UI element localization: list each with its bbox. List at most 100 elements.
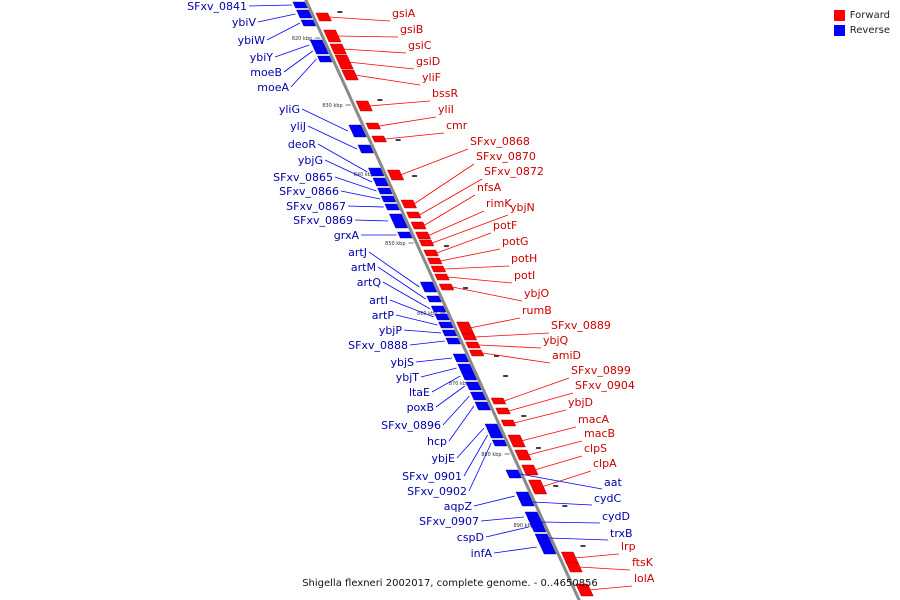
legend-forward: Forward: [833, 8, 890, 23]
forward-gene-leader: [503, 377, 570, 402]
gene-label-sfxv-0901: SFxv_0901: [402, 470, 462, 483]
gene-label-gsia: gsiA: [392, 7, 416, 20]
reverse-gene-leader: [368, 251, 420, 288]
reverse-gene-leader: [435, 385, 466, 408]
reverse-gene-leader: [389, 299, 435, 318]
reverse-gene-leader: [468, 442, 492, 492]
gene-label-lola: lolA: [634, 572, 655, 585]
gene-label-artq: artQ: [357, 276, 382, 289]
forward-gene-leader: [378, 116, 437, 127]
forward-gene-block: [528, 479, 548, 495]
gene-label-macb: macB: [584, 427, 615, 440]
reverse-gene-leader: [340, 190, 381, 200]
forward-gene-block: [521, 464, 539, 476]
reverse-gene-block: [368, 167, 385, 177]
forward-gene-block: [355, 100, 373, 112]
gene-label-ybjp: ybjP: [379, 324, 403, 337]
forward-gene-leader: [534, 455, 583, 471]
forward-gene-leader: [588, 585, 633, 591]
gene-label-ybjq: ybjQ: [543, 334, 569, 347]
gene-label-lrp: lrp: [621, 540, 636, 553]
forward-gene-leader: [474, 332, 550, 338]
forward-gene-block: [438, 283, 455, 291]
gene-label-artj: artJ: [348, 246, 367, 259]
reverse-gene-block: [505, 469, 522, 479]
forward-gene-block: [415, 231, 432, 240]
forward-gene-leader: [413, 163, 475, 205]
reverse-gene-block: [372, 177, 389, 187]
forward-gene-leader: [400, 148, 469, 176]
gene-label-artp: artP: [372, 309, 395, 322]
reverse-gene-block: [313, 47, 329, 55]
gene-labels: gsiA gsiB gsiC gsiD yliF bssR yliI cmrSFxv_0868…: [187, 0, 655, 591]
forward-gene-leader: [574, 553, 620, 559]
reverse-gene-block: [292, 1, 308, 9]
genome-backbone: [304, 0, 581, 600]
reverse-gene-leader: [480, 516, 525, 522]
reverse-gene-leader: [420, 367, 457, 378]
reverse-gene-leader: [257, 13, 296, 23]
gene-label-artm: artM: [351, 261, 376, 274]
forward-gene-leader: [508, 392, 574, 412]
legend: Forward Reverse: [833, 8, 890, 38]
gene-label-ltae: ltaE: [409, 386, 430, 399]
gene-label-clpa: clpA: [593, 457, 617, 470]
reverse-gene-block: [426, 295, 442, 303]
gene-label-clps: clpS: [584, 442, 607, 455]
gene-label-ybiy: ybiY: [250, 51, 274, 64]
gene-label-moea: moeA: [257, 81, 289, 94]
reverse-gene-block: [419, 281, 438, 293]
reverse-gene-block: [389, 213, 409, 229]
reverse-gene-leader: [448, 405, 475, 442]
forward-gene-leader: [347, 61, 415, 70]
forward-gene-leader: [527, 440, 583, 456]
reverse-gene-block: [357, 144, 374, 154]
forward-gene-leader: [368, 100, 431, 107]
forward-gene-block: [418, 239, 435, 247]
gene-label-nfsa: nfsA: [477, 181, 502, 194]
reverse-gene-leader: [301, 108, 348, 132]
reverse-gene-block: [491, 439, 508, 447]
forward-gene-leader: [354, 74, 421, 86]
reverse-gene-block: [460, 371, 478, 381]
reverse-gene-block: [348, 124, 367, 138]
forward-gene-block: [427, 257, 443, 265]
forward-gene-leader: [384, 132, 445, 140]
gene-label-ylii: yliI: [438, 103, 454, 116]
forward-gene-block: [341, 69, 359, 81]
gene-label-sfxv-0904: SFxv_0904: [575, 379, 635, 392]
gene-label-sfxv-0865: SFxv_0865: [273, 171, 333, 184]
forward-gene-leader: [578, 566, 631, 571]
gene-label-amid: amiD: [552, 349, 581, 362]
reverse-gene-leader: [290, 58, 317, 88]
reverse-gene-leader: [283, 50, 314, 73]
forward-gene-block: [500, 419, 517, 427]
gene-label-cydc: cydC: [594, 492, 622, 505]
tick-label: 820 kbp: [292, 36, 312, 42]
reverse-gene-block: [438, 321, 454, 329]
gene-label-bssr: bssR: [432, 87, 458, 100]
gene-label-ybiv: ybiV: [232, 16, 257, 29]
forward-gene-leader: [436, 232, 492, 254]
reverse-gene-leader: [324, 159, 373, 183]
gene-label-ybiw: ybiW: [238, 34, 266, 47]
tick-label: 830 kbp: [322, 103, 342, 109]
reverse-gene-block: [384, 203, 400, 211]
gene-label-hcp: hcp: [427, 435, 447, 448]
forward-gene-leader: [419, 178, 483, 216]
forward-gene-block: [371, 135, 387, 143]
reverse-gene-block: [452, 353, 470, 363]
forward-gene-leader: [447, 276, 513, 284]
forward-gene-leader: [520, 426, 577, 442]
reverse-gene-block: [527, 517, 544, 527]
reverse-gene-leader: [431, 375, 461, 393]
forward-gene-block: [406, 211, 422, 219]
reverse-gene-leader: [403, 329, 442, 334]
gene-label-ybje: ybjE: [432, 452, 456, 465]
reverse-gene-block: [445, 337, 461, 345]
reverse-gene-leader: [541, 521, 601, 524]
gene-label-ftsk: ftsK: [632, 556, 654, 569]
tick-label: 850 kbp: [385, 241, 405, 247]
gene-label-poti: potI: [514, 269, 535, 282]
gene-features: [292, 1, 594, 597]
